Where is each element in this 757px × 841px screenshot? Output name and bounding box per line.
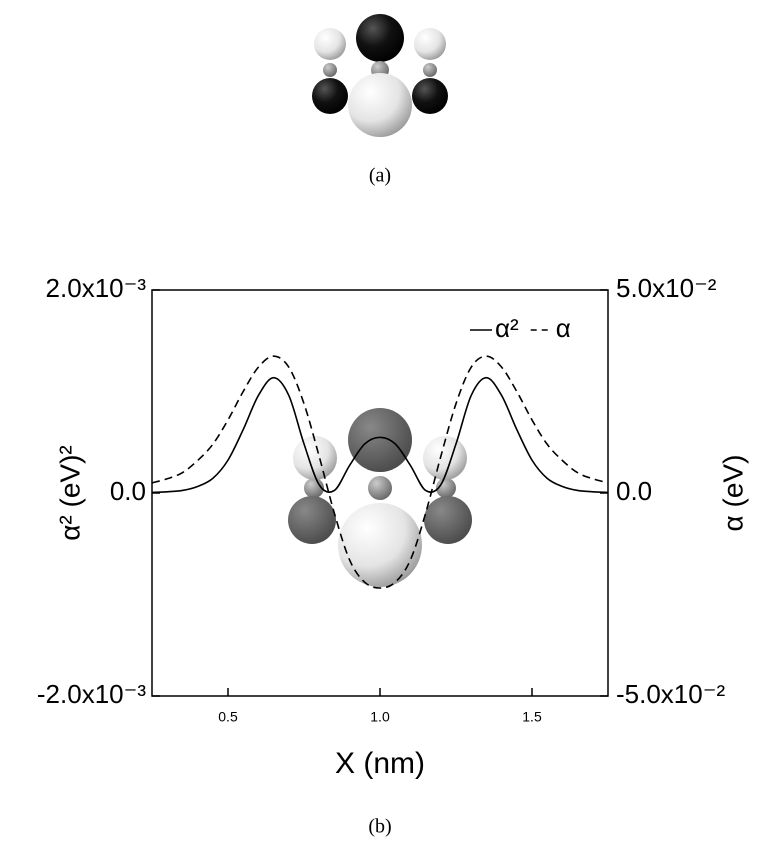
y2-axis-label: α (eV) (717, 455, 748, 532)
x-tick-label: 0.5 (218, 709, 238, 725)
caption-b: (b) (368, 816, 391, 838)
y-tick-label: -5.0x10⁻² (616, 679, 725, 709)
x-tick-label: 1.5 (522, 709, 542, 725)
y-tick-label: -2.0x10⁻³ (37, 679, 146, 709)
molecule-b (288, 408, 472, 587)
x-axis-label: X (nm) (335, 747, 425, 780)
molecule-a (312, 14, 448, 137)
x-tick-label: 1.0 (370, 709, 390, 725)
y-tick-label: 0.0 (110, 476, 146, 506)
series-line (151, 376, 609, 494)
y-axis-label: α² (eV)² (54, 445, 85, 541)
y-tick-label: 0.0 (616, 476, 652, 506)
y-tick-label: 5.0x10⁻² (616, 273, 717, 303)
series-line (151, 355, 609, 589)
legend-label: α (556, 313, 571, 343)
caption-a: (a) (369, 165, 391, 187)
legend-label: α² (495, 313, 519, 343)
y-tick-label: 2.0x10⁻³ (46, 273, 147, 303)
